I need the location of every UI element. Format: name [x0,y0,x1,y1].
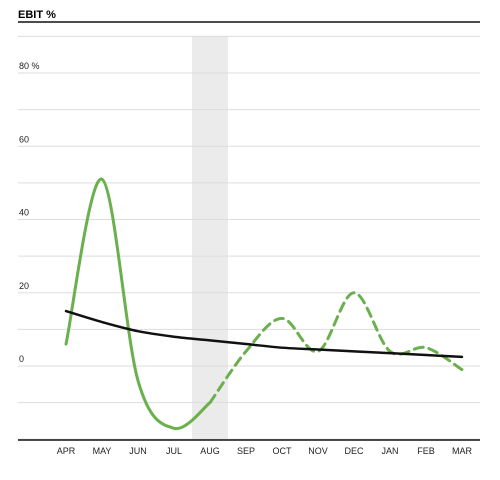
series-line-1 [64,177,212,430]
x-tick-label: JAN [381,446,398,456]
y-tick-label: 80 % [19,61,40,71]
x-tick-label: SEP [237,446,255,456]
x-tick-label: OCT [273,446,293,456]
x-tick-label: FEB [417,446,435,456]
y-tick-label: 60 [19,134,29,144]
y-tick-label: 0 [19,354,24,364]
x-tick-label: MAR [452,446,473,456]
x-tick-label: AUG [200,446,220,456]
highlight-band [192,36,228,440]
x-tick-label: JUL [166,446,182,456]
x-tick-label: DEC [344,446,364,456]
x-tick-label: MAY [93,446,112,456]
x-tick-label: JUN [129,446,147,456]
y-tick-label: 40 [19,208,29,218]
x-tick-label: APR [57,446,76,456]
x-tick-label: NOV [308,446,328,456]
series-line-3 [64,309,464,359]
series-line-2 [208,291,464,405]
y-tick-label: 20 [19,281,29,291]
chart-title: EBIT % [18,9,56,21]
